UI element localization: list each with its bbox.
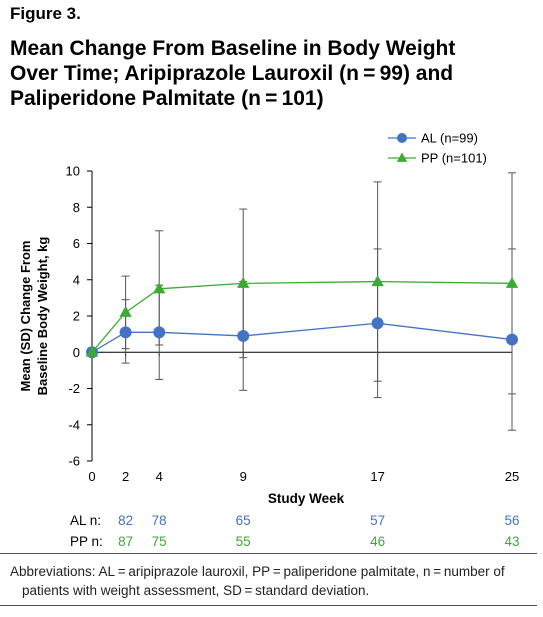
abbreviations-footnote: Abbreviations: AL = aripiprazole lauroxi… xyxy=(10,562,535,600)
x-axis-label: Study Week xyxy=(268,491,345,506)
pp-point-4 xyxy=(371,275,384,287)
y-tick-label-3: 4 xyxy=(73,272,80,287)
legend-label-1: PP (n=101) xyxy=(421,151,487,166)
n-value-s0-4: 57 xyxy=(370,513,385,528)
al-point-1 xyxy=(119,326,132,339)
legend-marker-0 xyxy=(397,133,407,143)
y-tick-label-5: 0 xyxy=(73,345,80,360)
n-value-s1-2: 75 xyxy=(152,534,167,549)
figure-label: Figure 3. xyxy=(10,4,81,23)
body-weight-chart: 10 8 6 4 2 0 -2 -4 -6 0 2 4 9 17 25 Study Week Mean (SD)… xyxy=(18,131,520,550)
figure-title: Mean Change From Baseline in Body Weight… xyxy=(10,36,530,111)
y-tick-label-8: -6 xyxy=(68,454,80,469)
x-tick-label-2: 4 xyxy=(156,469,163,484)
x-tick-label-4: 17 xyxy=(370,469,384,484)
n-value-s0-3: 65 xyxy=(236,513,251,528)
pp-point-3 xyxy=(237,276,250,288)
pp-point-2 xyxy=(153,282,166,294)
x-tick-label-1: 2 xyxy=(122,469,129,484)
n-value-s1-3: 55 xyxy=(236,534,251,549)
legend-label-0: AL (n=99) xyxy=(421,131,478,146)
n-row-label-1: PP n: xyxy=(70,534,103,549)
pp-point-1 xyxy=(119,305,132,317)
al-point-2 xyxy=(153,326,166,339)
x-tick-label-3: 9 xyxy=(240,469,247,484)
n-value-s0-5: 56 xyxy=(504,513,519,528)
series-line-1 xyxy=(91,280,513,353)
y-tick-label-0: 10 xyxy=(66,164,80,179)
title-line-3: Paliperidone Palmitate (n = 101) xyxy=(10,87,324,110)
n-value-s0-1: 82 xyxy=(118,513,133,528)
n-value-s1-5: 43 xyxy=(504,534,519,549)
series-line-0 xyxy=(91,322,513,353)
bottom-divider xyxy=(0,605,537,606)
y-tick-label-7: -4 xyxy=(68,417,80,432)
footnote-line-2: patients with weight assessment, SD = st… xyxy=(22,583,370,598)
al-point-5 xyxy=(506,333,518,346)
n-value-s0-2: 78 xyxy=(152,513,167,528)
pp-point-0 xyxy=(85,345,99,357)
title-line-2: Over Time; Aripiprazole Lauroxil (n = 99… xyxy=(10,62,454,85)
x-tick-label-5: 25 xyxy=(505,469,519,484)
y-tick-label-6: -2 xyxy=(68,381,80,396)
x-tick-label-0: 0 xyxy=(88,469,95,484)
y-tick-label-2: 6 xyxy=(73,236,80,251)
al-point-4 xyxy=(371,317,384,330)
al-point-3 xyxy=(237,329,250,342)
y-tick-label-4: 2 xyxy=(73,309,80,324)
footnote-divider xyxy=(0,553,537,554)
n-value-s1-1: 87 xyxy=(118,534,133,549)
y-tick-label-1: 8 xyxy=(73,200,80,215)
legend-marker-1 xyxy=(396,152,408,162)
pp-point-5 xyxy=(505,276,519,288)
n-value-s1-4: 46 xyxy=(370,534,385,549)
y-axis-label-line-2: Baseline Body Weight, kg xyxy=(35,237,50,396)
y-axis-label-line-1: Mean (SD) Change From xyxy=(18,241,33,392)
n-row-label-0: AL n: xyxy=(70,513,101,528)
footnote-line-1: Abbreviations: AL = aripiprazole lauroxi… xyxy=(10,564,505,579)
title-line-1: Mean Change From Baseline in Body Weight xyxy=(10,37,456,60)
